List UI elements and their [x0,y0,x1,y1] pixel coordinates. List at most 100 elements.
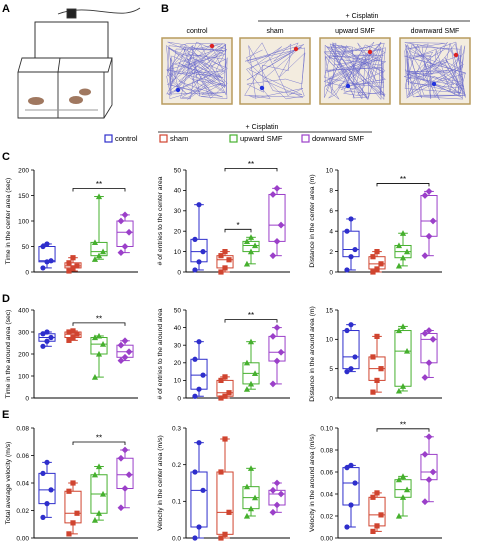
data-point [370,494,376,500]
y-tick-label: 20 [174,229,182,236]
significance-bracket [224,228,252,233]
data-point [226,257,232,263]
box [268,193,286,242]
track-title: sham [266,28,283,35]
box-group [38,459,56,520]
significance-bracket [72,322,126,326]
significance-label: ** [248,311,254,320]
box-group [268,184,286,260]
data-point [70,328,76,334]
data-point [99,490,107,497]
data-point [66,337,72,343]
data-point [74,263,80,269]
significance-label: ** [400,420,406,429]
significance-bracket [376,428,430,432]
cisplatin-label-b: + Cisplatin [346,13,379,20]
box-group [90,193,108,262]
data-point [44,501,50,507]
data-point [395,512,403,519]
data-point [421,498,429,506]
box [342,467,360,506]
y-tick-label: 0.0 [172,535,181,542]
data-point [421,192,429,199]
data-point [91,374,99,380]
data-point [196,259,202,265]
significance-bracket [376,183,430,187]
data-point [395,327,403,334]
data-point [395,242,403,249]
data-point [95,332,103,339]
legend-area: + Cisplatin control sham upward SMF downwar… [104,124,372,143]
y-tick-label: 0.3 [172,425,181,432]
box-group [116,211,134,257]
box-plot-chart: 0 100 200 300 400 Time in the around area (se… [5,307,138,402]
box-group [116,446,134,512]
y-tick-label: 0.04 [320,491,333,498]
data-point [425,433,433,441]
data-point [66,260,72,266]
box-group [342,216,360,273]
y-tick-label: 50 [174,307,182,314]
y-tick-label: 300 [18,329,29,336]
significance-bracket [72,188,126,192]
data-point [200,372,206,378]
y-tick-label: 100 [18,373,29,380]
data-point [348,462,354,468]
data-point [344,228,350,234]
panel-letter-b: B [161,3,169,15]
data-point [70,265,76,271]
box-plot-chart: 0 10 20 30 40 50 # of entries to the center ar… [157,160,290,276]
y-axis-label: Time in the center area (sec) [5,178,12,265]
data-point [243,238,251,244]
significance-label: ** [248,160,254,169]
data-point [344,524,350,530]
y-tick-label: 0.04 [16,480,29,487]
y-tick-label: 30 [174,208,182,215]
significance-label: * [236,221,239,230]
box-group [268,324,286,388]
data-point [425,188,433,195]
y-tick-label: 8 [329,188,333,195]
data-point [348,322,354,328]
y-tick-label: 2 [329,249,333,256]
box-group [216,436,234,541]
data-point [243,386,251,392]
legend-label: upward SMF [240,134,283,143]
data-point [374,490,380,496]
box [394,330,412,387]
data-point [374,377,380,383]
data-point [277,221,285,229]
data-point [247,234,255,240]
y-tick-label: 10 [326,167,334,174]
data-point [370,528,376,534]
data-point [273,501,281,509]
data-point [374,523,380,529]
data-point [348,502,354,508]
box-group [368,490,386,534]
significance-bracket [72,441,126,445]
data-point [378,261,384,267]
data-point [192,236,198,242]
box [368,496,386,527]
data-point [222,374,228,380]
mouse-icons [28,88,91,105]
y-tick-label: 10 [174,378,182,385]
data-point [348,254,354,260]
start-point [345,83,351,89]
box-group [242,465,260,519]
box [342,330,360,370]
box-group [394,473,412,519]
data-point [247,380,255,387]
data-point [117,504,125,512]
box-group [394,230,412,269]
data-point [348,216,354,222]
y-tick-label: 6 [329,208,333,215]
data-point [273,357,281,365]
box-group [242,234,260,267]
box-group [216,374,234,401]
data-point [403,486,411,493]
y-axis-label: Distance in the around area (m) [309,306,316,402]
panel-letter-a: A [2,3,10,15]
box [64,490,82,524]
